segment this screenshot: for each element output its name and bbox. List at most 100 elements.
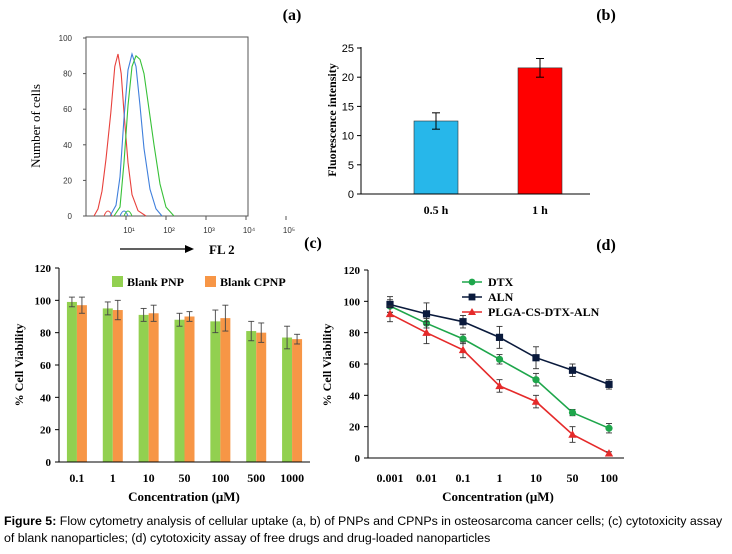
panel-a-plot-frame (85, 36, 249, 217)
panel-d-y-tick-label: 20 (349, 422, 361, 434)
panel-d-legend-marker (468, 293, 476, 301)
panel-d-point (458, 345, 468, 354)
panel-b-x-tick-label: 0.5 h (424, 203, 449, 217)
panel-label-a: (a) (283, 7, 302, 24)
panel-d-y-tick-label: 40 (349, 390, 361, 402)
panel-d-point (604, 449, 614, 457)
panel-c-bar (66, 301, 77, 462)
panel-d-point (568, 366, 577, 374)
panel-d-point (422, 310, 431, 318)
panel-a-y-tick-label: 20 (63, 176, 72, 185)
panel-b-bar (413, 120, 459, 195)
panel-c-bar (174, 319, 185, 462)
panel-c-bar (220, 318, 231, 462)
panel-a-histogram-curve (93, 53, 147, 217)
caption-text: Flow cytometry analysis of cellular upta… (4, 514, 723, 545)
panel-d-legend-marker (468, 308, 476, 315)
panel-a-baseline-blip (123, 210, 133, 217)
panel-c-y-tick-label: 60 (40, 360, 52, 372)
panel-c-x-tick-label: 500 (247, 471, 265, 485)
panel-d-point (459, 318, 467, 326)
panel-d-x-tick-label: 50 (567, 471, 579, 485)
panel-d-y-tick-label: 100 (344, 296, 361, 308)
panel-a-x-tick-label: 10⁵ (283, 226, 295, 235)
panel-c-x-tick-label: 50 (179, 471, 191, 485)
panel-label-c: (c) (304, 235, 322, 252)
panel-d-x-tick-label: 10 (530, 471, 542, 485)
panel-c-bar (282, 337, 293, 462)
panel-c-y-tick-label: 80 (40, 328, 52, 340)
panel-c-y-tick-label: 100 (35, 295, 52, 307)
panel-d-point (495, 355, 504, 363)
panel-c-x-tick-label: 0.1 (69, 471, 84, 485)
panel-d-point (385, 309, 395, 318)
panel-c-y-tick-label: 0 (46, 457, 52, 469)
caption-label: Figure 5: (4, 514, 57, 528)
panel-d-legend-label: PLGA-CS-DTX-ALN (488, 305, 600, 319)
panel-a-histogram-curve (113, 54, 175, 217)
panel-c-bar (138, 314, 149, 462)
panel-c-bar (112, 310, 123, 462)
panel-label-b: (b) (596, 7, 616, 24)
panel-c-bar-chart: 0 20 40 60 80 100 120 0.1 1 10 50 100 500 1000 % Cel… (12, 263, 310, 504)
panel-d-x-tick-label: 0.001 (377, 471, 404, 485)
panel-a-x-axis-label: FL 2 (209, 242, 235, 257)
figure-caption: Figure 5: Flow cytometry analysis of cel… (4, 513, 728, 547)
panel-d-point (531, 397, 541, 405)
panel-a-y-tick-label: 40 (63, 141, 72, 150)
panel-c-bar (102, 308, 113, 462)
panel-d-point (495, 333, 504, 341)
panel-a-x-tick-label: 10⁴ (243, 226, 256, 235)
panel-b-y-tick-label: 20 (342, 72, 354, 84)
panel-c-x-tick-label: 1000 (280, 471, 304, 485)
panel-d-y-tick-label: 120 (344, 265, 361, 277)
panel-a-x-arrow-head (185, 245, 194, 253)
panel-d-point (495, 381, 504, 390)
panel-d-point (532, 376, 540, 384)
panel-d-x-tick-label: 0.01 (416, 471, 437, 485)
panel-c-bar (210, 321, 221, 462)
panel-d-legend-label: ALN (488, 290, 514, 304)
panel-b-y-tick-label: 15 (342, 101, 354, 113)
panel-d-legend-marker (468, 278, 476, 286)
panel-d-x-tick-label: 100 (600, 471, 618, 485)
panel-d-point (568, 430, 577, 438)
panel-d-point (386, 300, 394, 309)
panel-c-bar (292, 339, 303, 462)
panel-b-bar-chart: 0 5 10 15 20 25 0.5 h 1 h Fluorescence intensi… (325, 43, 590, 217)
panel-b-y-tick-label: 5 (348, 160, 354, 172)
panel-c-legend-label: Blank CPNP (220, 275, 286, 289)
panel-b-x-tick-label: 1 h (532, 203, 548, 217)
panel-d-x-axis-label: Concentration (μM) (442, 489, 554, 504)
panel-d-series-line (389, 305, 610, 429)
panel-d-legend-label: DTX (488, 275, 514, 289)
panel-d-y-tick-label: 60 (349, 359, 361, 371)
panel-d-y-axis-label: % Cell Viability (320, 324, 334, 407)
panel-a-x-tick-label: 10² (163, 226, 175, 235)
panel-c-y-tick-label: 40 (40, 392, 52, 404)
panel-b-y-tick-label: 0 (348, 189, 354, 201)
panel-d-point (605, 424, 613, 432)
panel-c-x-tick-label: 100 (211, 471, 229, 485)
panel-d-point (568, 408, 577, 417)
panel-d-point (459, 335, 467, 343)
panel-d-y-tick-label: 0 (355, 453, 361, 465)
panel-a-y-axis-label: Number of cells (28, 84, 43, 168)
panel-b-y-axis-label: Fluorescence intensity (325, 63, 339, 176)
panel-a-y-tick-label: 100 (59, 34, 73, 43)
panel-b-bar (517, 67, 563, 195)
panel-c-legend-swatch (205, 276, 216, 287)
panel-c-y-tick-label: 120 (35, 263, 52, 275)
panel-d-point (605, 380, 613, 388)
panel-c-bar (76, 305, 87, 462)
panel-d-x-tick-label: 0.1 (456, 471, 471, 485)
panel-c-legend-swatch (112, 276, 123, 287)
panel-a-histogram: 100 80 60 40 20 0 10¹ 10² 10³ 10⁴ 10⁵ Number of c… (28, 34, 295, 257)
panel-c-bar (246, 331, 257, 462)
panel-a-y-tick-label: 0 (68, 212, 73, 221)
panel-label-d: (d) (596, 237, 616, 254)
panel-d-x-tick-label: 1 (497, 471, 503, 485)
panel-a-y-tick-label: 80 (63, 70, 72, 79)
panel-c-x-tick-label: 1 (110, 471, 116, 485)
